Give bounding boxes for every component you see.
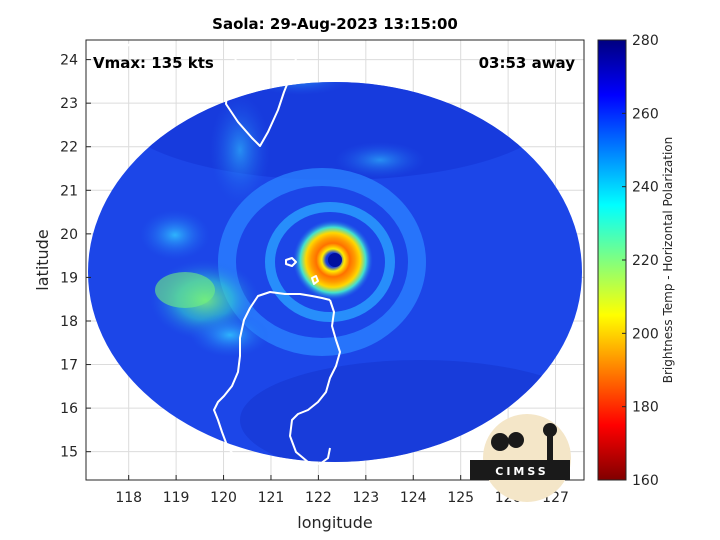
x-tick-label: 118: [115, 490, 142, 506]
taiwan-coastline: [225, 40, 302, 147]
time-away-label: 03:53 away: [479, 54, 576, 72]
northwest-band: [140, 210, 210, 260]
y-tick-label: 16: [60, 401, 78, 417]
storm-eye: [328, 253, 342, 267]
x-tick-label: 125: [447, 490, 474, 506]
y-tick-label: 24: [60, 53, 78, 69]
axes-frame: [85, 39, 585, 481]
colorbar: [597, 39, 627, 481]
y-tick-label: 17: [60, 358, 78, 374]
y-tick-label: 21: [60, 183, 78, 199]
colorbar-tick-label: 160: [632, 473, 659, 489]
babuyan-island: [285, 257, 297, 267]
y-tick-label: 23: [60, 96, 78, 112]
y-tick-label: 22: [60, 140, 78, 156]
y-tick-label: 19: [60, 270, 78, 286]
western-band-green: [155, 272, 215, 308]
southwest-band: [190, 313, 270, 357]
cimss-logo: CIMSS: [470, 414, 571, 502]
y-axis-label: latitude: [33, 229, 52, 290]
y-tick-label: 15: [60, 445, 78, 461]
chart-title: Saola: 29-Aug-2023 13:15:00: [212, 15, 458, 33]
northeast-band: [335, 142, 425, 178]
colorbar-tick-label: 200: [632, 326, 659, 342]
x-tick-label: 124: [400, 490, 427, 506]
microwave-swath: [88, 82, 582, 462]
y-tick-label: 18: [60, 314, 78, 330]
y-tick-label: 20: [60, 227, 78, 243]
colorbar-tick-label: 180: [632, 400, 659, 416]
x-tick-label: 122: [305, 490, 332, 506]
cimss-logo-dish-left: [491, 433, 509, 451]
colorbar-ticks: 160 180 200 220 240 260 280: [622, 33, 659, 489]
china-coast-tip: [86, 43, 131, 71]
axis-tick-labels: 118 119 120 121 122 123 124 125 126 1271516171819…: [60, 53, 569, 506]
luzon-coastline: [213, 291, 341, 480]
colorbar-tick-label: 240: [632, 180, 659, 196]
x-tick-label: 121: [258, 490, 285, 506]
cimss-logo-bar: [470, 460, 570, 480]
cimss-logo-disk: [483, 414, 571, 502]
camiguin-island: [311, 275, 319, 285]
cimss-logo-dish-right: [508, 432, 524, 448]
x-tick-label: 119: [163, 490, 190, 506]
rain-band-inner: [265, 202, 395, 322]
cimss-logo-tower-tank: [543, 423, 557, 437]
southern-islands: [245, 461, 263, 471]
coastlines: [86, 40, 341, 480]
colorbar-label: Brightness Temp - Horizontal Polarizatio…: [661, 137, 675, 384]
vmax-label: Vmax: 135 kts: [93, 54, 214, 72]
rain-band-outer: [218, 168, 426, 356]
x-tick-label: 123: [352, 490, 379, 506]
colorbar-tick-label: 220: [632, 253, 659, 269]
north-band: [210, 95, 270, 205]
cimss-logo-text: CIMSS: [495, 465, 548, 478]
x-tick-label: 120: [210, 490, 237, 506]
x-axis-label: longitude: [297, 513, 372, 532]
colorbar-tick-label: 260: [632, 106, 659, 122]
colorbar-tick-label: 280: [632, 33, 659, 49]
cimss-logo-tower: [547, 432, 553, 460]
